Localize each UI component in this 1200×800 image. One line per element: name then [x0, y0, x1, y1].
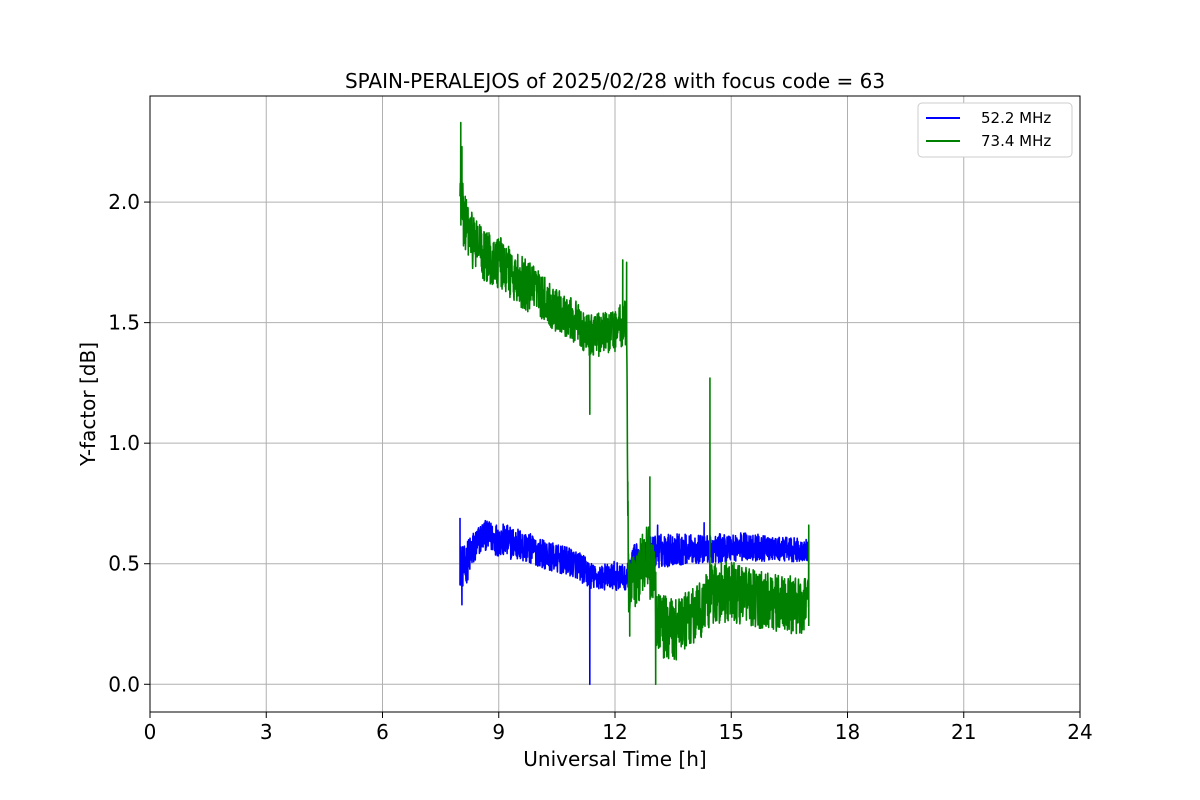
y-tick-label: 0.0 — [108, 672, 140, 696]
y-axis: 0.0 0.5 1.0 1.5 2.0 — [108, 190, 150, 696]
y-axis-label: Y-factor [dB] — [76, 342, 100, 467]
y-tick-label: 0.5 — [108, 552, 140, 576]
x-tick-label: 6 — [376, 720, 389, 744]
x-tick-label: 9 — [492, 720, 505, 744]
x-axis: 0 3 6 9 12 15 18 21 24 — [144, 712, 1093, 744]
series-line-0 — [459, 517, 810, 686]
legend: 52.2 MHz 73.4 MHz — [917, 102, 1073, 158]
x-tick-label: 15 — [719, 720, 744, 744]
x-tick-label: 24 — [1067, 720, 1092, 744]
x-tick-label: 12 — [602, 720, 627, 744]
x-tick-label: 21 — [951, 720, 976, 744]
x-axis-label: Universal Time [h] — [523, 747, 706, 771]
x-tick-label: 0 — [144, 720, 157, 744]
y-tick-label: 1.5 — [108, 311, 140, 335]
x-tick-label: 18 — [835, 720, 860, 744]
y-tick-label: 1.0 — [108, 431, 140, 455]
legend-label-52mhz: 52.2 MHz — [981, 109, 1051, 127]
series-layer — [459, 121, 810, 686]
chart-title: SPAIN-PERALEJOS of 2025/02/28 with focus… — [345, 69, 885, 93]
legend-label-73mhz: 73.4 MHz — [981, 132, 1051, 150]
series-line-1 — [459, 121, 810, 686]
x-tick-label: 3 — [260, 720, 273, 744]
y-tick-label: 2.0 — [108, 190, 140, 214]
legend-box — [917, 102, 1073, 158]
